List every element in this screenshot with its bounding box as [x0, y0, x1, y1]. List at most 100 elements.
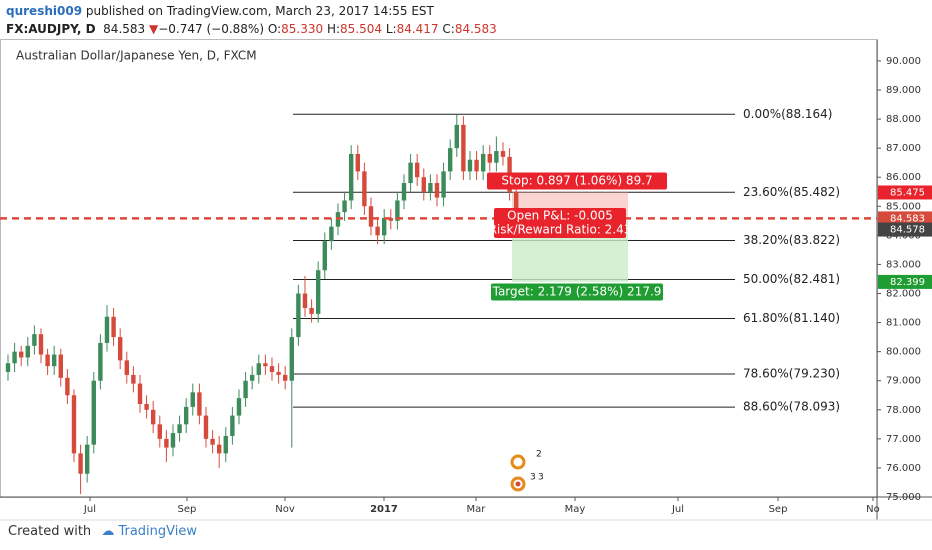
y-tick-label: 87.000 — [886, 143, 921, 154]
candle-body — [216, 444, 222, 454]
y-tick-label: 76.000 — [886, 463, 921, 474]
publish-line: qureshi009 published on TradingView.com,… — [6, 4, 434, 18]
last: 84.583 — [103, 22, 146, 36]
candle-body — [210, 438, 215, 445]
y-tick-label: 82.000 — [886, 289, 921, 300]
y-tick-label: 85.000 — [886, 201, 921, 212]
published: published on TradingView.com, March 23, … — [85, 4, 434, 18]
y-tick-label: 90.000 — [886, 56, 921, 67]
quote-value: 85.504 — [340, 22, 383, 36]
price-tag-label: 84.583 — [890, 213, 925, 224]
candle-body — [454, 124, 459, 149]
quote-key: C: — [442, 22, 455, 36]
y-tick-label: 83.000 — [886, 259, 921, 270]
event-icon — [510, 454, 526, 470]
position-label: Risk/Reward Ratio: 2.43 — [489, 223, 632, 237]
candle-body — [25, 345, 30, 358]
y-tick-label: 88.000 — [886, 114, 921, 125]
candle-body — [447, 148, 453, 172]
candle-body — [414, 162, 420, 178]
candle-body — [157, 424, 162, 439]
price-tag-label: 85.475 — [890, 187, 925, 198]
candle-body — [203, 415, 209, 439]
candle-body — [98, 342, 103, 381]
candle-body — [276, 371, 281, 375]
candle-body — [329, 226, 334, 242]
candle-body — [58, 354, 63, 378]
candle-body — [401, 183, 407, 201]
candle-body — [12, 351, 17, 364]
candle-body — [51, 354, 57, 367]
quote-key: L: — [385, 22, 397, 36]
x-tick-label: 2017 — [370, 504, 398, 515]
candle-body — [355, 153, 360, 172]
fib-label: 88.60%(78.093) — [743, 400, 840, 414]
candle-body — [296, 293, 301, 338]
y-tick-label: 78.000 — [886, 405, 921, 416]
candle-body — [395, 200, 400, 221]
price-tag-label: 84.578 — [890, 225, 925, 236]
fib-label: 50.00%(82.481) — [743, 272, 840, 286]
x-tick-label: Jul — [83, 504, 96, 515]
brand-text[interactable]: TradingView — [118, 524, 197, 539]
position-label: Stop: 0.897 (1.06%) 89.7 — [501, 174, 652, 188]
candle-body — [197, 392, 202, 416]
quote: O:85.330 H:85.504 L:84.417 C:84.583 — [268, 22, 497, 36]
candle-body — [441, 171, 446, 198]
x-tick-label: Jul — [671, 504, 684, 515]
candle-body — [144, 403, 149, 410]
candle-body — [513, 191, 519, 219]
candle-body — [65, 377, 70, 396]
candle-body — [236, 398, 242, 416]
candle-body — [230, 415, 235, 436]
event-count: 3 — [530, 473, 536, 483]
position-label-box — [487, 172, 667, 190]
position-label-box — [491, 283, 663, 301]
chart-title: Australian Dollar/Japanese Yen, D, FXCM — [16, 49, 257, 63]
candle-body — [322, 241, 327, 271]
quote-key: O: — [267, 22, 282, 36]
candle-body — [131, 374, 136, 384]
candle-body — [434, 183, 440, 198]
candle-body — [256, 363, 261, 375]
candle-body — [282, 374, 288, 381]
change: −0.747 (−0.88%) — [158, 22, 264, 36]
candle-body — [117, 337, 123, 361]
candle-body — [38, 334, 44, 355]
candle-body — [137, 383, 143, 404]
quote-value: 84.417 — [396, 22, 439, 36]
candle-body — [84, 444, 90, 474]
candle-body — [183, 406, 189, 425]
publisher[interactable]: qureshi009 — [6, 4, 83, 18]
candle-body — [421, 177, 426, 192]
candle-body — [5, 363, 11, 372]
fib-label: 61.80%(81.140) — [743, 311, 840, 325]
fib-label: 38.20%(83.822) — [743, 233, 840, 247]
candle-body — [494, 151, 499, 163]
candle-body — [170, 433, 176, 448]
candle-body — [315, 270, 321, 314]
position-label: Target: 2.179 (2.58%) 217.9 — [492, 285, 662, 299]
quote-key: H: — [326, 22, 341, 36]
brand[interactable]: ☁ TradingView — [101, 524, 197, 539]
y-tick-label: 75.000 — [886, 492, 921, 503]
candle-body — [269, 366, 275, 372]
position-label: Open P&L: -0.005 — [507, 209, 613, 223]
candle-body — [474, 159, 479, 172]
candle-body — [32, 334, 37, 346]
candle-body — [309, 308, 314, 314]
candle-body — [500, 151, 506, 157]
candle-body — [18, 351, 24, 358]
fib-label: 23.60%(85.482) — [743, 185, 840, 199]
candle-body — [289, 337, 294, 381]
symbol-line: FX:AUDJPY, D 84.583 ▼−0.747 (−0.88%) O:8… — [6, 22, 497, 36]
y-tick-label: 77.000 — [886, 434, 921, 445]
candle-body — [263, 363, 268, 367]
candle-body — [249, 374, 255, 381]
candle-body — [104, 316, 110, 343]
quote-value: 84.583 — [454, 22, 497, 36]
candle-body — [223, 435, 228, 454]
candle-body — [408, 162, 413, 184]
